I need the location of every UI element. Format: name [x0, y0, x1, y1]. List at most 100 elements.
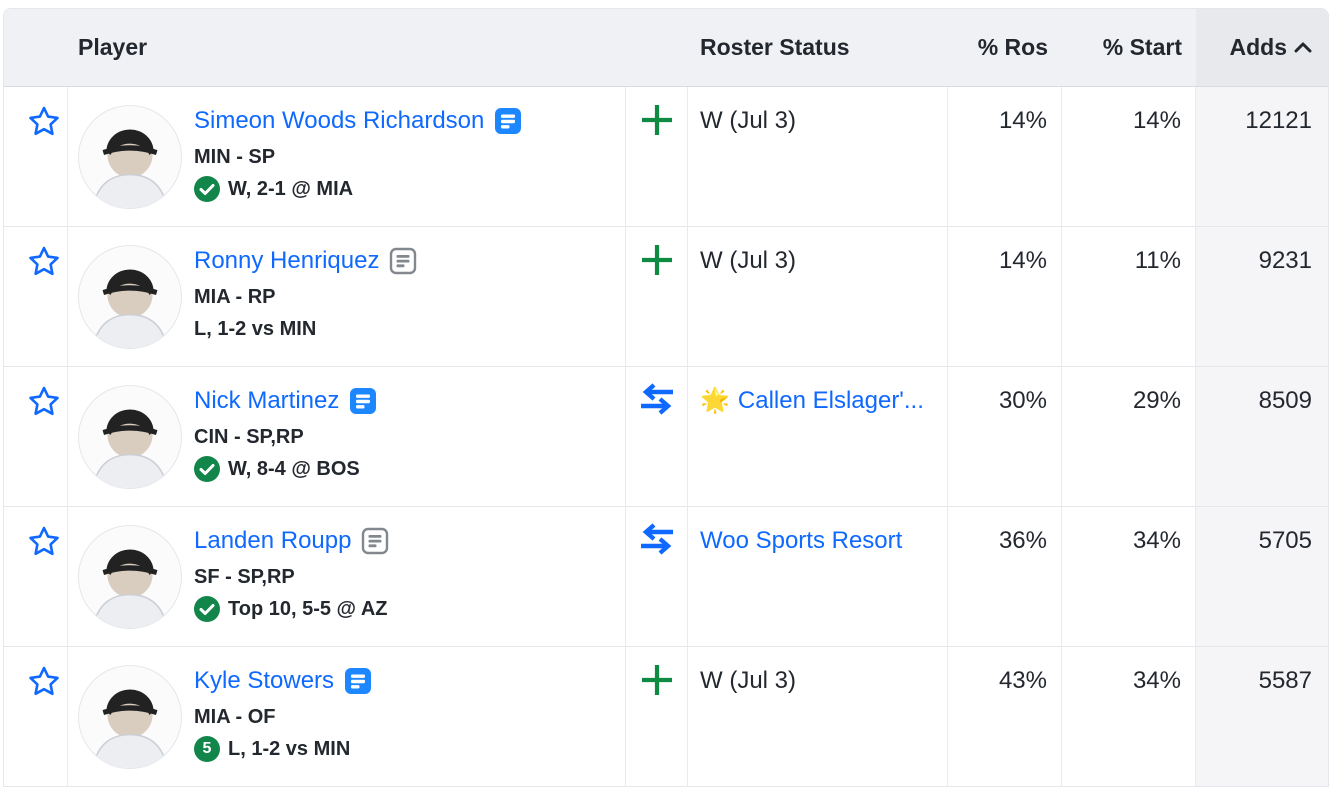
star-icon [29, 386, 59, 416]
player-photo-silhouette [91, 268, 169, 348]
player-name-link[interactable]: Kyle Stowers [194, 667, 335, 694]
game-result-text: L, 1-2 vs MIN [228, 738, 351, 760]
action-cell [626, 227, 688, 367]
roster-status-cell: 🌟 Callen Elslager'... [688, 367, 948, 507]
header-action-column [626, 9, 688, 86]
header-adds-label: Adds [1229, 34, 1288, 60]
player-info: Ronny Henriquez MIA - RP L, 1-2 vs MIN [182, 227, 417, 366]
player-note-icon[interactable] [389, 247, 417, 275]
player-game-status[interactable]: Top 10, 5-5 @ AZ [194, 596, 389, 622]
player-photo-silhouette [91, 128, 169, 208]
win-check-icon [194, 596, 220, 622]
player-name-link[interactable]: Landen Roupp [194, 527, 352, 554]
star-cell [4, 647, 68, 787]
game-result-text: W, 8-4 @ BOS [228, 458, 360, 480]
player-headshot[interactable] [78, 385, 182, 489]
player-headshot[interactable] [78, 245, 182, 349]
star-icon [29, 526, 59, 556]
pct-start-cell: 29% [1062, 367, 1196, 507]
player-game-status[interactable]: W, 8-4 @ BOS [194, 456, 377, 482]
roster-status-value: W (Jul 3) [700, 247, 796, 274]
player-note-icon[interactable] [361, 527, 389, 555]
adds-count-cell: 5705 [1196, 507, 1328, 647]
action-cell [626, 647, 688, 787]
player-cell: Nick Martinez CIN - SP,RP W, 8-4 @ BOS [68, 367, 626, 507]
stat-number-badge: 5 [194, 736, 220, 762]
player-team-position: MIN - SP [194, 146, 276, 168]
player-headshot[interactable] [78, 525, 182, 629]
swap-player-button[interactable] [639, 383, 675, 415]
glowing-star-emoji: 🌟 [700, 387, 730, 414]
player-game-status[interactable]: 5 L, 1-2 vs MIN [194, 736, 372, 762]
player-adds-table: Player Roster Status % Ros % Start Adds … [3, 8, 1329, 787]
game-result-text: W, 2-1 @ MIA [228, 178, 354, 200]
table-row: Nick Martinez CIN - SP,RP W, 8-4 @ BOS [4, 367, 1328, 507]
player-info: Simeon Woods Richardson MIN - SP W, 2-1 … [182, 87, 522, 226]
player-note-icon[interactable] [494, 107, 522, 135]
player-team-position: MIA - RP [194, 286, 276, 308]
player-name-link[interactable]: Ronny Henriquez [194, 247, 380, 274]
player-headshot[interactable] [78, 105, 182, 209]
adds-count-cell: 9231 [1196, 227, 1328, 367]
table-row: Landen Roupp SF - SP,RP Top 10, 5-5 @ AZ [4, 507, 1328, 647]
star-cell [4, 367, 68, 507]
star-icon [29, 106, 59, 136]
adds-count-cell: 12121 [1196, 87, 1328, 227]
header-pct-start[interactable]: % Start [1102, 34, 1182, 60]
favorite-star-button[interactable] [28, 665, 60, 697]
roster-status-text[interactable]: Woo Sports Resort [700, 527, 902, 554]
player-info: Nick Martinez CIN - SP,RP W, 8-4 @ BOS [182, 367, 377, 506]
header-adds-sorted[interactable]: Adds [1196, 9, 1328, 86]
roster-status-cell: W (Jul 3) [688, 647, 948, 787]
player-note-icon[interactable] [349, 387, 377, 415]
plus-icon [640, 103, 674, 137]
pct-start-cell: 11% [1062, 227, 1196, 367]
adds-count-cell: 5587 [1196, 647, 1328, 787]
player-note-icon[interactable] [344, 667, 372, 695]
action-cell [626, 507, 688, 647]
swap-player-button[interactable] [639, 523, 675, 555]
player-game-status[interactable]: W, 2-1 @ MIA [194, 176, 522, 202]
player-team-position: MIA - OF [194, 706, 276, 728]
player-cell: Kyle Stowers MIA - OF 5 L, 1-2 vs MIN [68, 647, 626, 787]
add-player-button[interactable] [640, 103, 674, 137]
add-player-button[interactable] [640, 663, 674, 697]
roster-status-value: Woo Sports Resort [700, 527, 903, 554]
player-headshot[interactable] [78, 665, 182, 769]
game-result-text: Top 10, 5-5 @ AZ [228, 598, 388, 620]
star-cell [4, 227, 68, 367]
roster-status-text: W (Jul 3) [700, 247, 796, 274]
roster-status-text[interactable]: 🌟 Callen Elslager'... [700, 387, 924, 414]
pct-rostered-cell: 14% [948, 227, 1062, 367]
player-team-position: CIN - SP,RP [194, 426, 304, 448]
favorite-star-button[interactable] [28, 385, 60, 417]
player-game-status[interactable]: L, 1-2 vs MIN [194, 316, 417, 342]
add-player-button[interactable] [640, 243, 674, 277]
header-roster-status: Roster Status [700, 34, 850, 60]
header-pct-ros[interactable]: % Ros [977, 34, 1048, 60]
table-row: Ronny Henriquez MIA - RP L, 1-2 vs MIN [4, 227, 1328, 367]
player-name-link[interactable]: Nick Martinez [194, 387, 340, 414]
star-icon [29, 246, 59, 276]
player-cell: Ronny Henriquez MIA - RP L, 1-2 vs MIN [68, 227, 626, 367]
star-cell [4, 87, 68, 227]
table-body: Simeon Woods Richardson MIN - SP W, 2-1 … [4, 87, 1328, 787]
player-name-link[interactable]: Simeon Woods Richardson [194, 107, 485, 134]
plus-icon [640, 663, 674, 697]
swap-arrows-icon [639, 383, 675, 415]
player-info: Landen Roupp SF - SP,RP Top 10, 5-5 @ AZ [182, 507, 389, 646]
pct-rostered-cell: 14% [948, 87, 1062, 227]
player-info: Kyle Stowers MIA - OF 5 L, 1-2 vs MIN [182, 647, 372, 786]
player-photo-silhouette [91, 408, 169, 488]
table-header-row: Player Roster Status % Ros % Start Adds [4, 9, 1328, 87]
favorite-star-button[interactable] [28, 525, 60, 557]
roster-status-cell: Woo Sports Resort [688, 507, 948, 647]
roster-status-value: Callen Elslager'... [737, 387, 924, 414]
game-result-text: L, 1-2 vs MIN [194, 318, 317, 340]
favorite-star-button[interactable] [28, 245, 60, 277]
plus-icon [640, 243, 674, 277]
header-player: Player [78, 34, 148, 60]
favorite-star-button[interactable] [28, 105, 60, 137]
pct-rostered-cell: 36% [948, 507, 1062, 647]
roster-status-value: W (Jul 3) [700, 667, 796, 694]
